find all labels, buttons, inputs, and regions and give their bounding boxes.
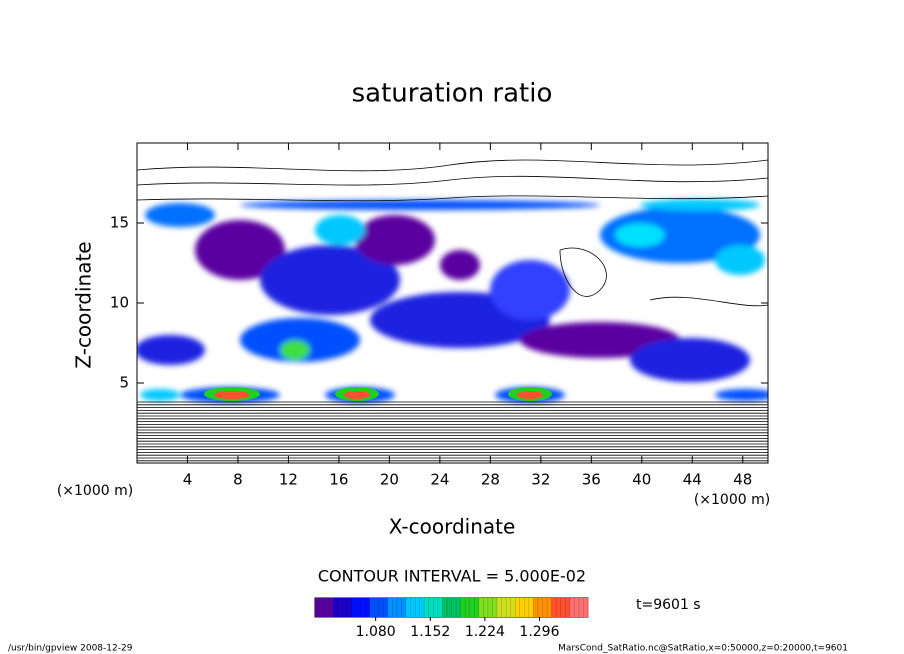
- y-axis-label: Z-coordinate: [72, 241, 96, 368]
- contour-lines: [137, 159, 768, 462]
- contour-line: [137, 175, 768, 186]
- colorbar-swatch: [333, 598, 352, 617]
- colorbar-swatch: [515, 598, 534, 617]
- y-tick-label: 15: [110, 214, 129, 232]
- field-region: [517, 391, 543, 399]
- contour-line: [559, 247, 607, 297]
- colorbar-swatch: [442, 598, 462, 617]
- field-region: [344, 391, 370, 399]
- field-region: [615, 223, 665, 247]
- x-tick-label: 8: [233, 471, 243, 489]
- x-axis-label: X-coordinate: [389, 515, 516, 539]
- x-tick-label: 44: [683, 471, 702, 489]
- field: [137, 159, 768, 462]
- x-tick-label: 20: [380, 471, 399, 489]
- field-region: [280, 340, 310, 360]
- colorbar-tick-label: 1.080: [356, 624, 396, 640]
- field-region: [260, 245, 400, 315]
- colorbar-tick-label: 1.224: [465, 624, 505, 640]
- x-axis-unit: (×1000 m): [694, 492, 770, 508]
- field-region: [195, 220, 285, 280]
- colorbar-tick-label: 1.296: [519, 624, 559, 640]
- field-region: [490, 260, 570, 320]
- x-tick-label: 4: [183, 471, 193, 489]
- field-region: [355, 215, 435, 265]
- field-region: [137, 335, 205, 365]
- colorbar-swatch: [569, 598, 589, 617]
- x-tick-label: 12: [279, 471, 298, 489]
- field-region: [600, 207, 760, 263]
- field-region: [140, 389, 180, 401]
- y-axis-unit: (×1000 m): [57, 483, 133, 499]
- footer-left: /usr/bin/gpview 2008-12-29: [8, 644, 133, 654]
- contour-line: [649, 296, 768, 307]
- field-region: [214, 391, 250, 399]
- field-region: [240, 200, 600, 210]
- field-region: [630, 338, 750, 382]
- x-tick-label: 16: [329, 471, 348, 489]
- field-region: [715, 389, 768, 401]
- field-regions: [137, 199, 768, 403]
- colorbar-swatch: [478, 598, 498, 617]
- x-tick-label: 32: [531, 471, 550, 489]
- colorbar-swatch: [424, 598, 443, 617]
- x-tick-label: 36: [582, 471, 601, 489]
- footer-right: MarsCond_SatRatio.nc@SatRatio,x=0:50000,…: [558, 644, 848, 654]
- contour-line: [137, 159, 768, 172]
- colorbar-swatch: [460, 598, 480, 617]
- field-region: [240, 318, 360, 362]
- time-label: t=9601 s: [636, 597, 701, 613]
- field-region: [315, 215, 365, 245]
- colorbar-swatch: [369, 598, 389, 617]
- field-region: [145, 203, 215, 227]
- colorbar-swatch: [497, 598, 516, 617]
- field-region: [715, 245, 765, 275]
- field-region: [640, 199, 760, 211]
- hot-spots: [204, 387, 552, 401]
- field-region: [440, 250, 480, 280]
- chart-title: saturation ratio: [352, 79, 553, 109]
- x-tick-label: 48: [733, 471, 752, 489]
- x-tick-label: 24: [430, 471, 449, 489]
- colorbar-swatch: [533, 598, 553, 617]
- colorbar-swatch: [315, 598, 334, 617]
- colorbar-tick-label: 1.152: [410, 624, 450, 640]
- x-tick-label: 28: [481, 471, 500, 489]
- colorbar-swatch: [551, 598, 571, 617]
- colorbar-swatch: [387, 598, 407, 617]
- x-tick-label: 40: [632, 471, 651, 489]
- y-tick-label: 10: [110, 294, 129, 312]
- contour-line: [137, 195, 768, 202]
- contour-interval: CONTOUR INTERVAL = 5.000E-02: [318, 567, 586, 586]
- colorbar-swatch: [351, 598, 371, 617]
- colorbar-swatch: [406, 598, 425, 617]
- y-tick-label: 5: [119, 374, 129, 392]
